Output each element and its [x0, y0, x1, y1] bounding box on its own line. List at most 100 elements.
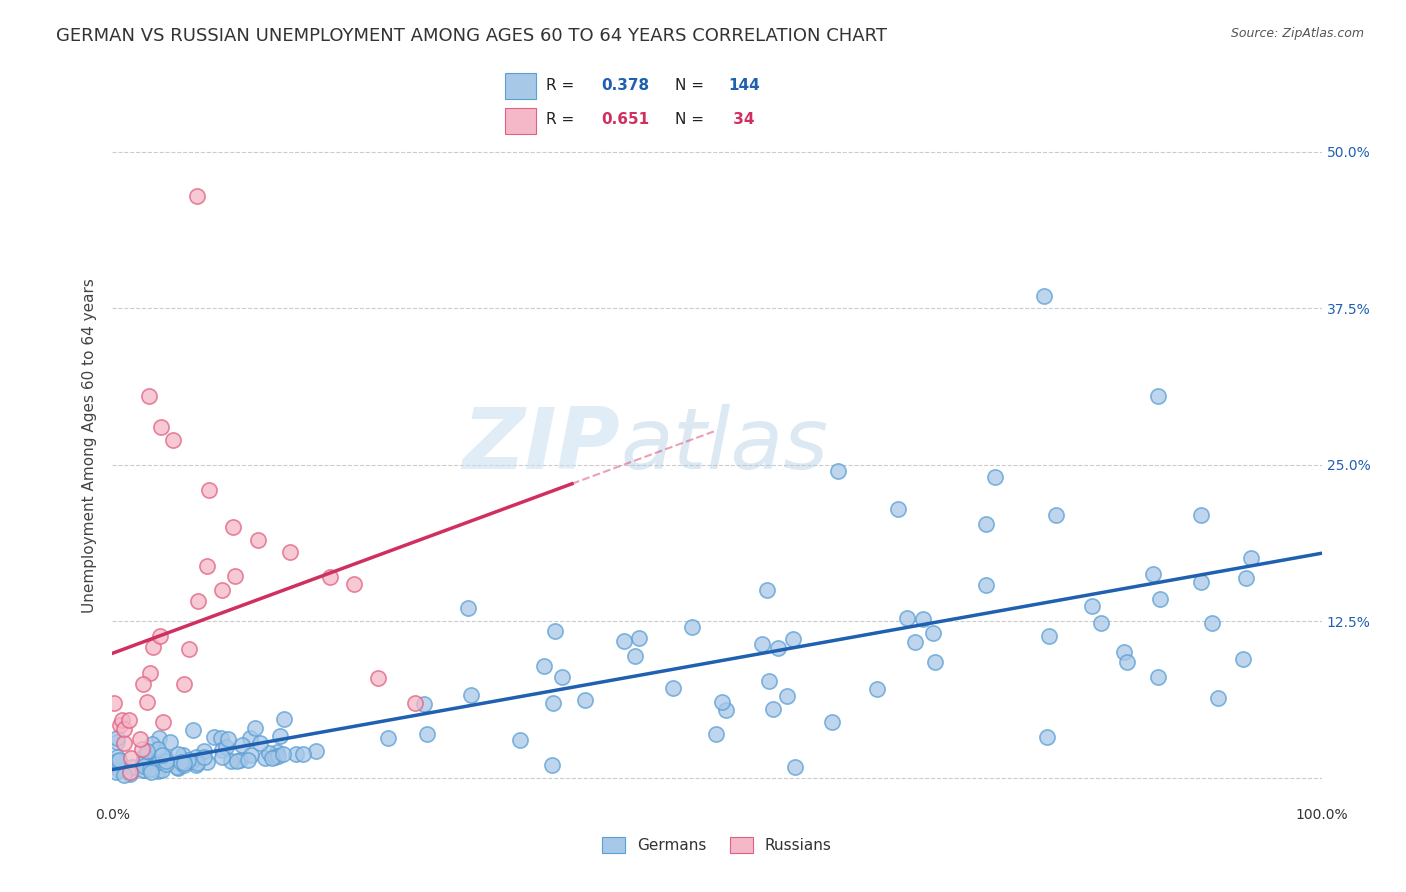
Point	[1114, 645, 1136, 659]
Point	[181, 723, 204, 738]
Point	[269, 729, 291, 743]
Point	[783, 760, 806, 774]
Point	[195, 559, 218, 574]
Point	[245, 721, 267, 735]
Point	[758, 674, 780, 689]
Point	[377, 731, 399, 745]
Point	[179, 641, 201, 656]
Point	[249, 736, 271, 750]
Point	[118, 766, 141, 780]
Text: atlas: atlas	[620, 404, 828, 488]
Point	[195, 755, 218, 769]
Point	[211, 731, 233, 746]
Point	[827, 464, 849, 478]
Text: 34: 34	[728, 112, 755, 128]
Point	[173, 756, 195, 770]
Point	[211, 743, 233, 757]
Point	[865, 681, 887, 696]
Point	[627, 632, 650, 646]
Point	[114, 768, 136, 782]
Point	[149, 420, 172, 434]
Bar	[505, 73, 536, 99]
Bar	[505, 108, 536, 134]
Point	[343, 576, 366, 591]
Point	[184, 749, 207, 764]
Point	[143, 754, 166, 768]
Point	[911, 612, 934, 626]
Point	[239, 747, 262, 762]
Point	[541, 758, 564, 772]
Point	[266, 745, 288, 759]
Point	[924, 655, 946, 669]
Point	[266, 748, 288, 763]
Point	[755, 582, 778, 597]
Text: N =: N =	[675, 78, 709, 94]
Point	[257, 746, 280, 760]
Point	[1035, 730, 1057, 744]
Point	[121, 760, 143, 774]
Point	[150, 747, 173, 762]
Point	[180, 755, 202, 769]
Point	[132, 755, 155, 769]
Point	[543, 624, 565, 639]
Point	[187, 594, 209, 608]
Point	[104, 764, 127, 779]
Point	[766, 640, 789, 655]
Point	[1045, 508, 1067, 522]
Point	[416, 726, 439, 740]
Point	[1115, 655, 1137, 669]
Point	[1201, 616, 1223, 631]
Point	[149, 629, 172, 643]
Text: R =: R =	[546, 112, 579, 128]
Point	[291, 747, 314, 761]
Point	[111, 713, 134, 727]
Y-axis label: Unemployment Among Ages 60 to 64 years: Unemployment Among Ages 60 to 64 years	[82, 278, 97, 614]
Point	[1189, 508, 1212, 522]
Point	[509, 732, 531, 747]
Point	[150, 763, 173, 777]
Point	[141, 737, 163, 751]
Point	[896, 611, 918, 625]
Point	[138, 666, 160, 681]
Point	[118, 713, 141, 727]
Point	[159, 735, 181, 749]
Point	[138, 389, 160, 403]
Point	[612, 633, 634, 648]
Point	[136, 744, 159, 758]
Point	[141, 759, 163, 773]
Point	[1149, 591, 1171, 606]
Legend: Germans, Russians: Germans, Russians	[596, 831, 838, 859]
Point	[131, 741, 153, 756]
Text: GERMAN VS RUSSIAN UNEMPLOYMENT AMONG AGES 60 TO 64 YEARS CORRELATION CHART: GERMAN VS RUSSIAN UNEMPLOYMENT AMONG AGE…	[56, 27, 887, 45]
Point	[976, 516, 998, 531]
Point	[662, 681, 685, 695]
Point	[710, 695, 733, 709]
Point	[155, 751, 177, 765]
Point	[198, 483, 221, 497]
Point	[1142, 566, 1164, 581]
Point	[457, 601, 479, 615]
Point	[135, 695, 157, 709]
Point	[166, 761, 188, 775]
Point	[273, 712, 295, 726]
Point	[1081, 599, 1104, 613]
Point	[141, 765, 163, 780]
Point	[623, 648, 645, 663]
Point	[1038, 629, 1060, 643]
Point	[1189, 575, 1212, 590]
Point	[1206, 691, 1229, 706]
Point	[202, 730, 225, 744]
Point	[132, 759, 155, 773]
Point	[904, 635, 927, 649]
Text: ZIP: ZIP	[463, 404, 620, 488]
Point	[887, 501, 910, 516]
Point	[128, 732, 150, 747]
Point	[146, 742, 169, 756]
Point	[1090, 616, 1112, 631]
Point	[193, 749, 215, 764]
Point	[533, 659, 555, 673]
Point	[132, 756, 155, 771]
Point	[260, 751, 283, 765]
Point	[177, 753, 200, 767]
Point	[1147, 389, 1170, 403]
